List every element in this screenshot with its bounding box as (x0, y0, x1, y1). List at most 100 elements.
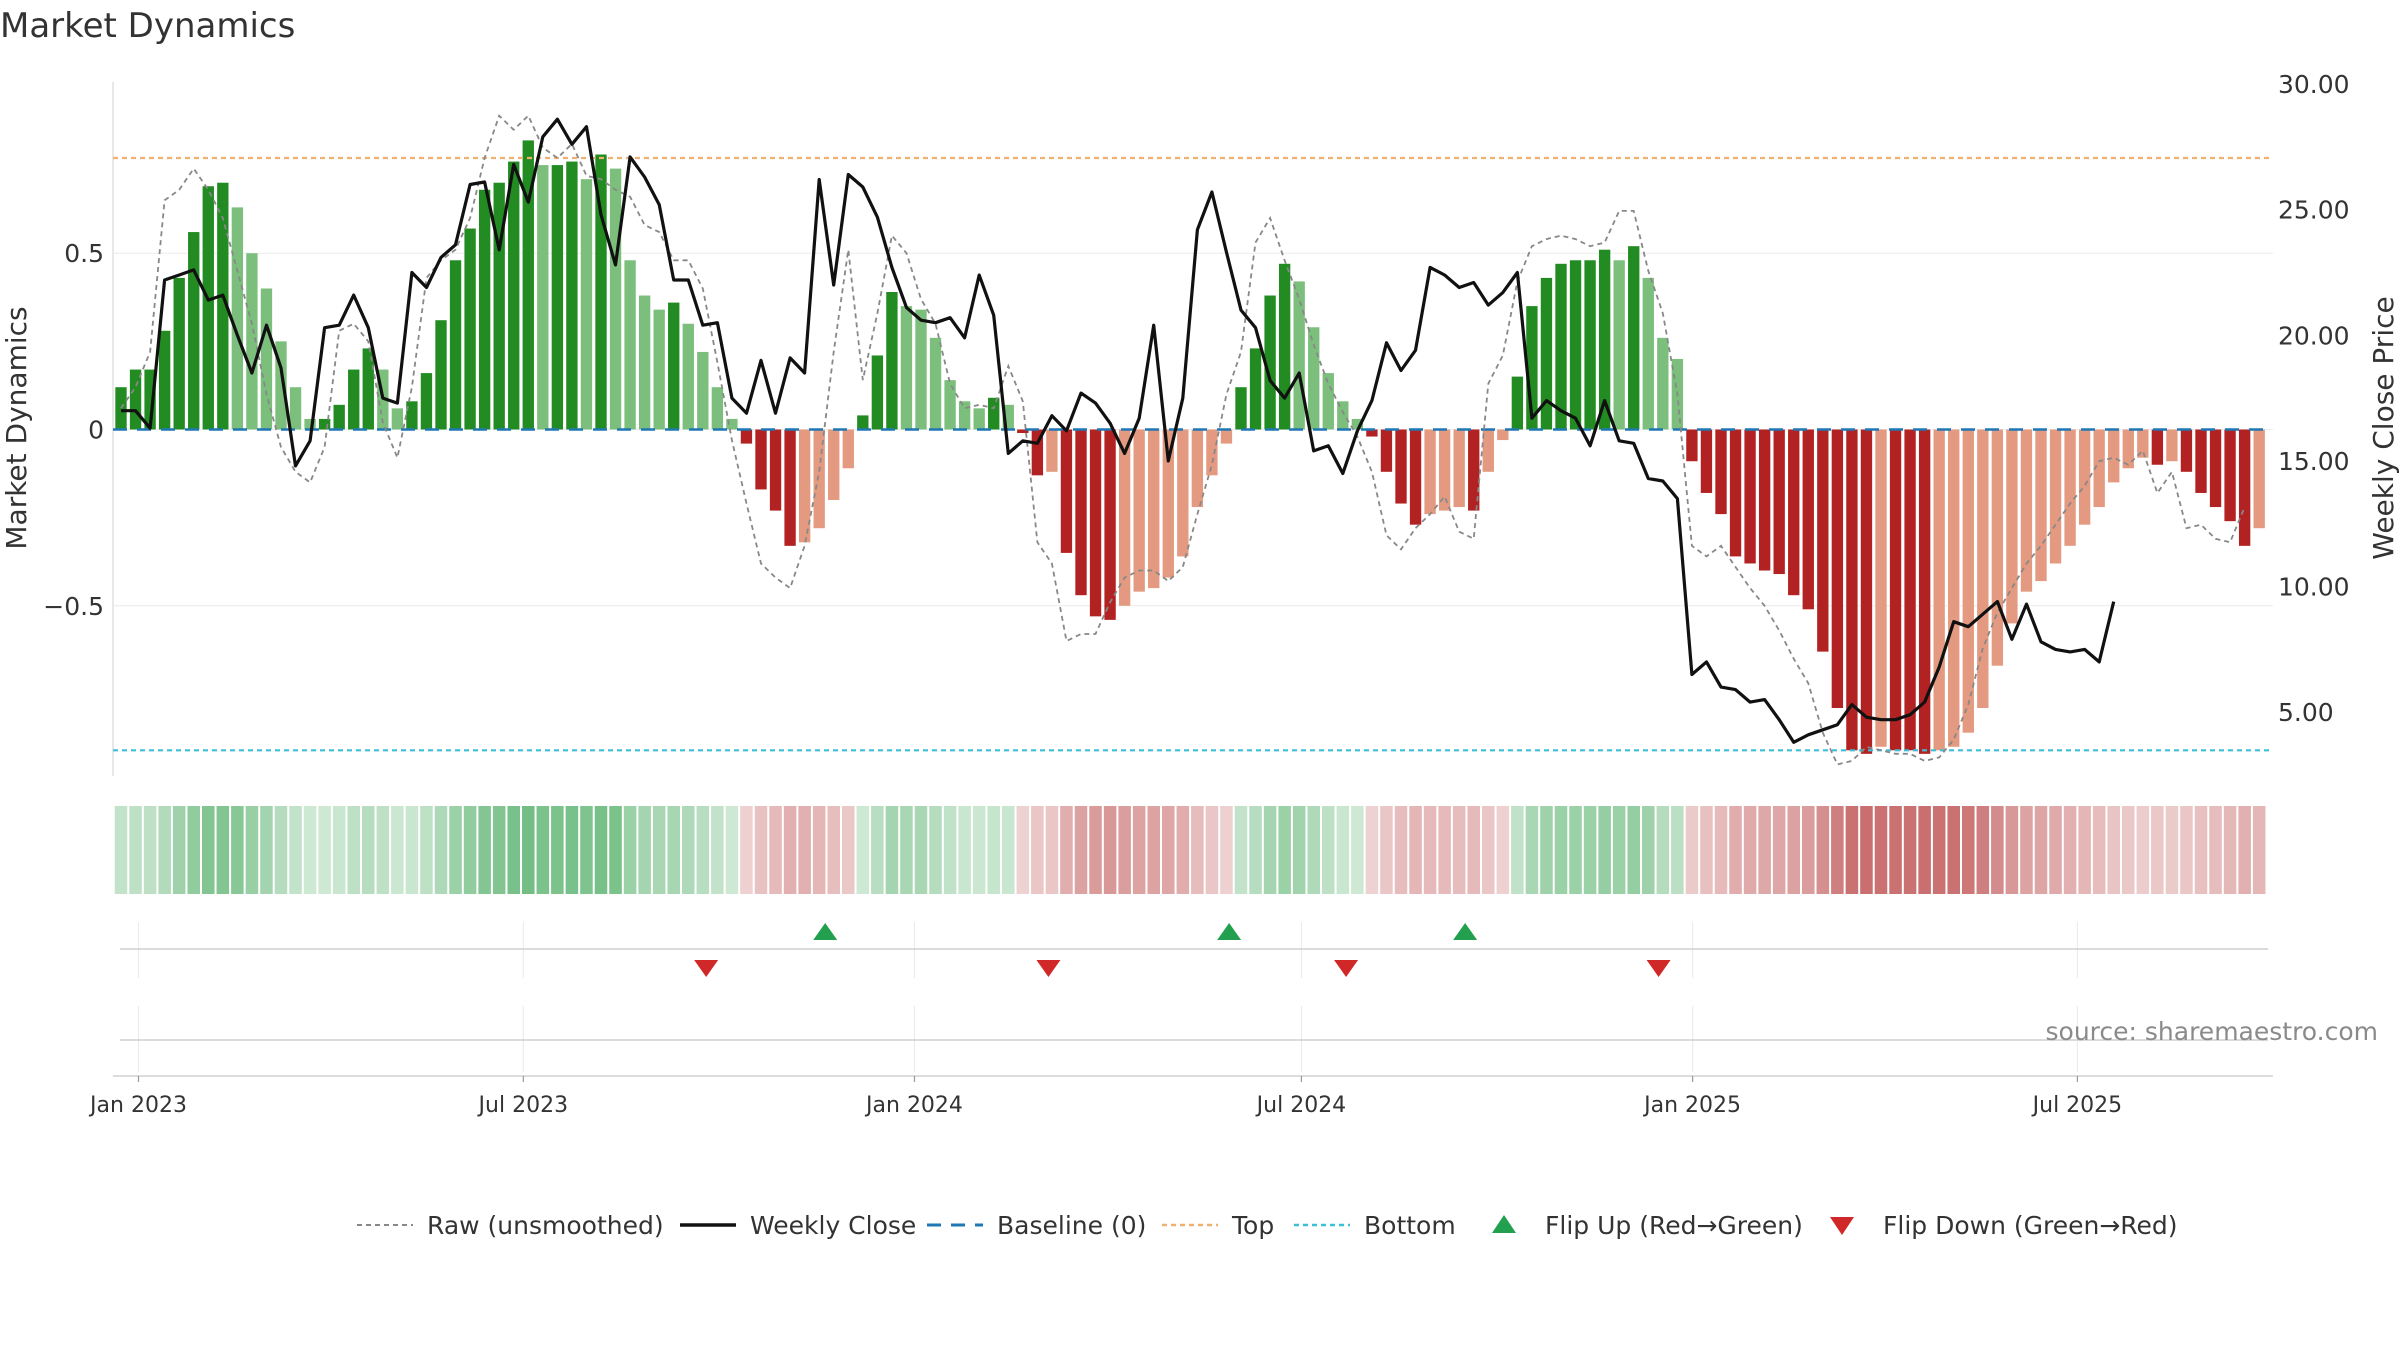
regime-strip-cell (2122, 806, 2135, 894)
dynamics-bar (391, 408, 404, 430)
regime-strip-cell (740, 806, 753, 894)
dynamics-bar (1977, 429, 1989, 709)
dynamics-bar (1060, 429, 1073, 553)
x-tick-label: Jan 2025 (1642, 1093, 1741, 1118)
dynamics-bar (1948, 429, 1960, 747)
regime-strip-cell (1234, 806, 1248, 894)
regime-strip-cell (623, 806, 637, 894)
regime-strip-cell (565, 806, 579, 894)
regime-strip-cell (798, 806, 811, 894)
dynamics-bar (1962, 429, 1974, 733)
dynamics-bar (173, 277, 185, 430)
regime-strip-cell (114, 806, 128, 894)
y-tick-label: −0.5 (43, 592, 104, 621)
regime-strip-cell (609, 806, 622, 894)
regime-strip-cell (1482, 806, 1495, 894)
regime-strip-cell (1249, 806, 1262, 894)
dynamics-bar (2020, 429, 2033, 592)
dynamics-bar (144, 369, 156, 430)
regime-strip-cell (667, 806, 680, 894)
regime-strip-cell (987, 806, 1000, 894)
dynamics-bar (1366, 429, 1378, 437)
dynamics-bar (1846, 429, 1858, 751)
regime-strip-cell (1889, 806, 1902, 894)
regime-strip-cell (2107, 806, 2120, 894)
dynamics-bar (188, 232, 200, 430)
y-tick-label: 0 (88, 416, 104, 445)
legend-label: Flip Down (Green→Red) (1883, 1211, 2178, 1240)
dynamics-bar (1438, 429, 1451, 511)
dynamics-bar (362, 348, 374, 430)
dynamics-bar (944, 380, 956, 430)
dynamics-bar (886, 292, 898, 430)
regime-strip-cell (900, 806, 913, 894)
regime-strip-cell (1540, 806, 1553, 894)
dynamics-bar (1133, 429, 1145, 592)
dynamics-bar (1788, 429, 1800, 596)
regime-strip-cell (769, 806, 782, 894)
dynamics-bar (624, 260, 636, 430)
dynamics-bar (1162, 429, 1174, 578)
regime-strip-cell (318, 806, 331, 894)
regime-strip-cell (1191, 806, 1204, 894)
legend-label: Bottom (1364, 1211, 1456, 1240)
regime-strip-cell (725, 806, 739, 894)
regime-strip-cell (1467, 806, 1480, 894)
regime-strip-cell (1045, 806, 1059, 894)
dynamics-bar (566, 161, 578, 430)
regime-strip-cell (551, 806, 564, 894)
regime-strip-cell (2238, 806, 2251, 894)
dynamics-bar (1278, 263, 1291, 430)
dynamics-bar (1933, 429, 1945, 751)
dynamics-bar (1540, 277, 1553, 430)
regime-strip-cell (2063, 806, 2077, 894)
regime-strip-cell (492, 806, 506, 894)
dynamics-bar (158, 330, 171, 430)
dynamics-bar (1526, 306, 1538, 430)
regime-strip-cell (260, 806, 273, 894)
y-axis-label: Market Dynamics (0, 306, 33, 549)
dynamics-bar (828, 429, 840, 501)
dynamics-bar (638, 295, 651, 430)
regime-strip-cell (289, 806, 302, 894)
dynamics-bar (740, 429, 753, 444)
dynamics-bar (2035, 429, 2047, 582)
regime-strip-cell (1947, 806, 1960, 894)
dynamics-bar (1322, 373, 1334, 430)
regime-strip-cell (216, 806, 230, 894)
dynamics-bar (755, 429, 767, 490)
regime-strip-cell (638, 806, 651, 894)
dynamics-bar (1177, 429, 1189, 557)
legend-label: Raw (unsmoothed) (427, 1211, 664, 1240)
dynamics-bar (842, 429, 854, 469)
dynamics-bar (333, 404, 345, 430)
dynamics-bar (1380, 429, 1393, 472)
dynamics-bar (2209, 429, 2222, 508)
dynamics-bar (2049, 429, 2062, 564)
dynamics-bar (1889, 429, 1902, 751)
dynamics-bar (1453, 429, 1465, 508)
x-tick-label: Jul 2025 (2031, 1093, 2123, 1118)
dynamics-bar (1293, 281, 1305, 430)
regime-strip-cell (129, 806, 142, 894)
dynamics-bar (2137, 429, 2149, 458)
regime-strip-cell (1976, 806, 1990, 894)
dynamics-bar (1308, 327, 1320, 430)
regime-strip-cell (652, 806, 666, 894)
regime-strip-cell (1278, 806, 1291, 894)
regime-strip-cell (1758, 806, 1771, 894)
regime-strip-cell (187, 806, 200, 894)
dynamics-bar (1031, 429, 1044, 476)
dynamics-bar (711, 387, 724, 430)
regime-strip-cell (1831, 806, 1844, 894)
dynamics-bar (1744, 429, 1756, 564)
dynamics-bar (1249, 348, 1262, 430)
regime-strip-cell (2180, 806, 2193, 894)
regime-strip-cell (522, 806, 535, 894)
dynamics-bar (522, 140, 534, 430)
regime-strip-cell (711, 806, 724, 894)
regime-strip-cell (1816, 806, 1830, 894)
y2-tick-label: 15.00 (2278, 447, 2350, 476)
dynamics-bar (1511, 376, 1524, 430)
regime-strip-cell (2223, 806, 2237, 894)
